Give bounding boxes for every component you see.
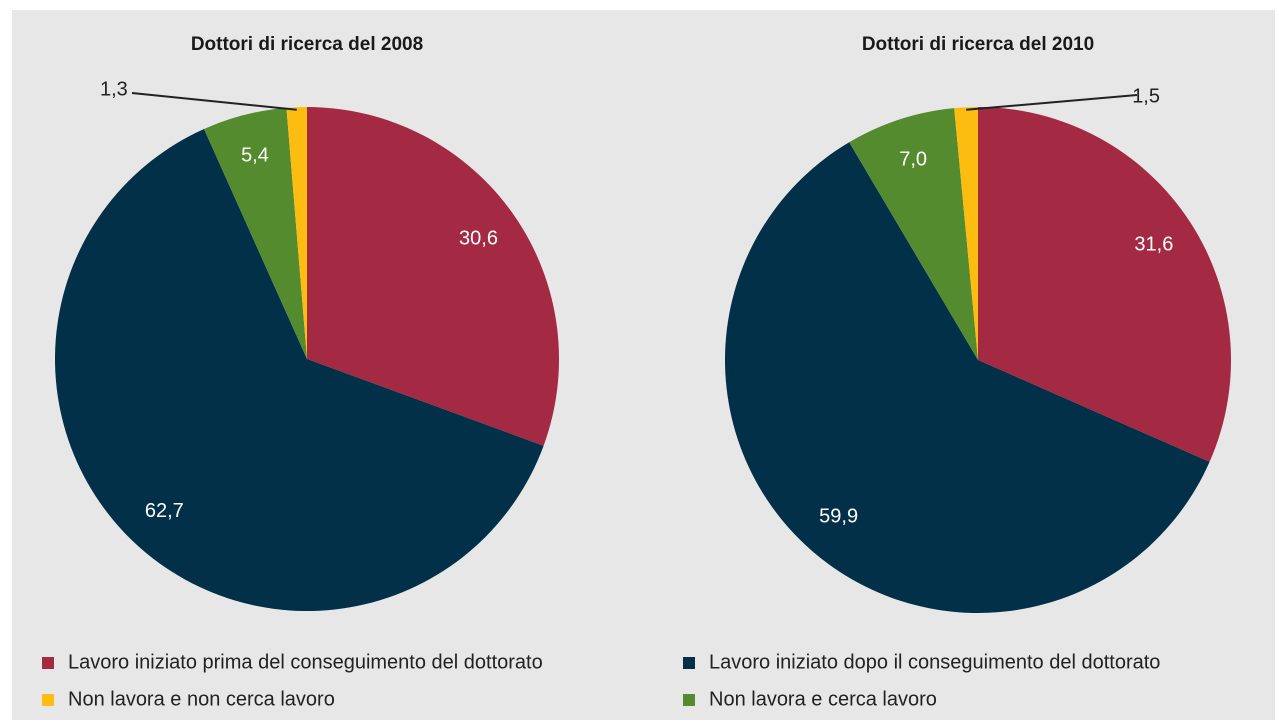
pie-slice [204, 107, 307, 360]
legend-swatch [683, 694, 695, 706]
chart-title: Dottori di ricerca del 2008 [191, 34, 423, 55]
data-label: 62,7 [145, 500, 184, 522]
pie-slice [978, 107, 1232, 462]
leader-line [966, 94, 1138, 111]
data-label: 1,3 [100, 78, 128, 100]
legend-swatch [683, 657, 695, 669]
pie-slice [55, 129, 544, 612]
legend-label: Non lavora e non cerca lavoro [68, 688, 335, 710]
data-label: 31,6 [1134, 234, 1173, 256]
pie-slice [286, 107, 307, 359]
data-label: 59,9 [819, 505, 858, 527]
pie-slice [307, 107, 559, 446]
legend-swatch [42, 657, 54, 669]
chart-title: Dottori di ricerca del 2010 [862, 34, 1094, 55]
legend-label: Non lavora e cerca lavoro [709, 688, 937, 710]
legend-label: Lavoro iniziato prima del conseguimento … [68, 651, 543, 673]
data-label: 1,5 [1132, 85, 1160, 107]
pie-slice [954, 107, 978, 360]
legend-swatch [42, 694, 54, 706]
pie-slice [725, 142, 1210, 613]
pie-slice [849, 108, 978, 360]
leader-line [131, 92, 297, 111]
data-label: 7,0 [899, 149, 927, 171]
data-label: 30,6 [459, 228, 498, 250]
data-label: 5,4 [241, 145, 269, 167]
legend-label: Lavoro iniziato dopo il conseguimento de… [709, 651, 1160, 673]
